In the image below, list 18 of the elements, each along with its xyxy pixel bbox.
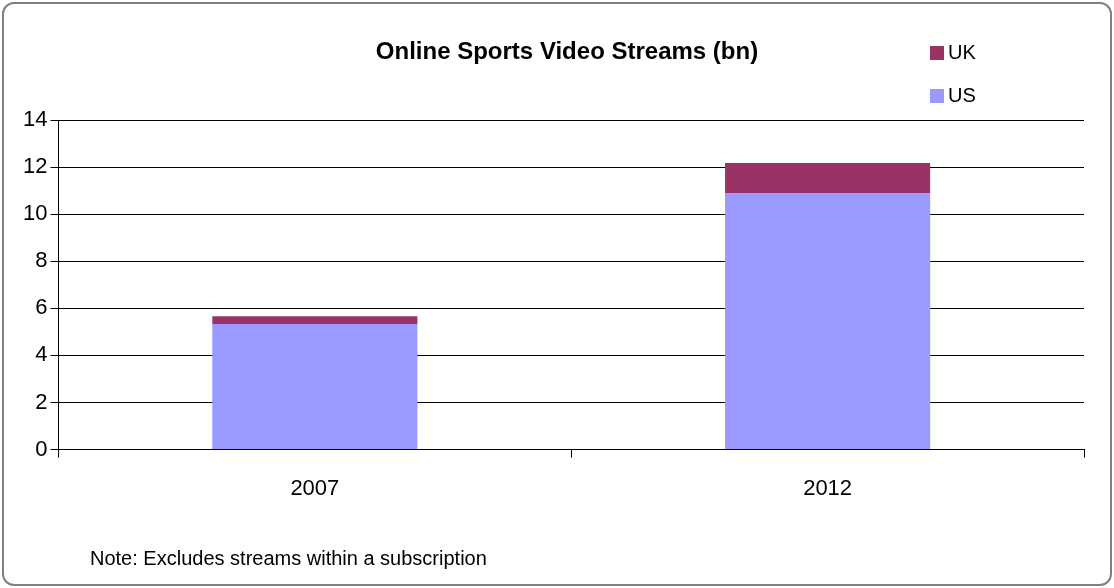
text: Note: Excludes streams within a subscription: [90, 546, 487, 569]
y-tick-label: 6: [35, 294, 48, 320]
chart-title: Online Sports Video Streams (bn): [375, 36, 759, 64]
legend-label: US: [948, 83, 976, 106]
y-tick-label: 12: [22, 153, 48, 179]
x-tick-label: 2007: [290, 474, 340, 500]
y-tick-label: 8: [35, 247, 48, 273]
bar: [212, 324, 418, 450]
bar: [725, 163, 931, 194]
y-tick-label: 2: [35, 388, 48, 414]
y-tick-label: 14: [22, 106, 48, 132]
x-tick-label: 2012: [803, 474, 853, 500]
bar: [725, 193, 931, 450]
legend-label: UK: [948, 40, 977, 63]
bar: [212, 316, 418, 325]
y-tick-label: 0: [35, 435, 48, 461]
y-tick-label: 10: [22, 200, 48, 226]
y-tick-label: 4: [35, 341, 48, 367]
